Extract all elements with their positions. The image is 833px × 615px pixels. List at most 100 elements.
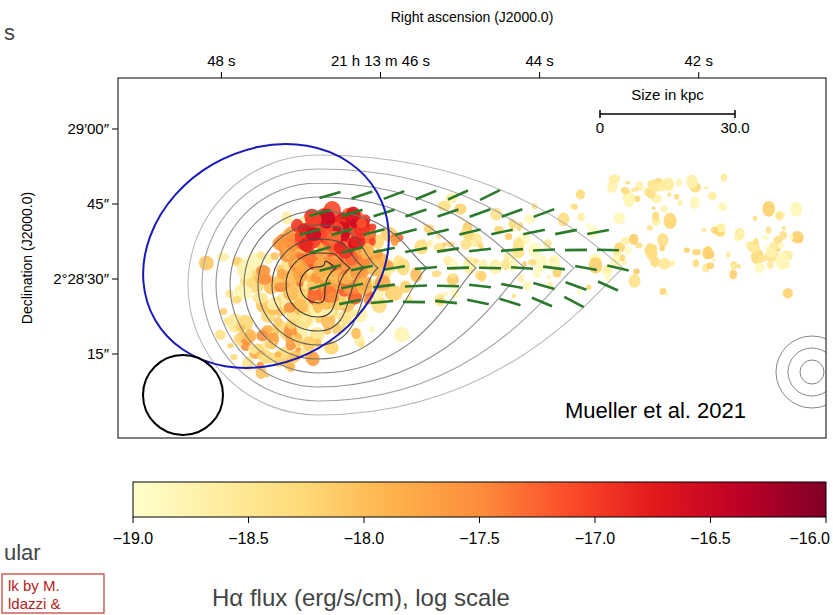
radio-contour <box>230 197 476 373</box>
emission-blob <box>777 243 784 249</box>
emission-blob <box>721 174 728 182</box>
y-tick-label: 45″ <box>87 195 110 212</box>
x-tick <box>221 72 222 78</box>
x-tick <box>539 72 540 78</box>
emission-blob <box>647 225 653 230</box>
emission-blob <box>625 181 630 185</box>
emission-blob <box>775 211 785 220</box>
note-text: lk by M. <box>8 577 60 594</box>
polarisation-vector <box>299 229 320 235</box>
emission-blob <box>634 196 640 202</box>
polarisation-vector <box>438 210 459 217</box>
polarisation-vector <box>467 300 489 304</box>
polarisation-vector <box>437 248 459 251</box>
emission-blob <box>576 290 582 294</box>
colorbar-tick <box>479 517 480 523</box>
emission-blob <box>230 354 237 360</box>
emission-blob <box>652 206 656 209</box>
emission-blob <box>427 240 433 247</box>
polarisation-vector <box>415 267 437 269</box>
emission-blob <box>762 201 775 217</box>
polarisation-vector <box>502 209 523 217</box>
emission-blob <box>547 275 551 279</box>
polarisation-vector <box>480 190 500 200</box>
emission-blob <box>501 260 510 271</box>
emission-blob <box>702 247 712 260</box>
colorbar-tick-label: −17.5 <box>459 530 500 547</box>
polarisation-vector <box>511 267 533 269</box>
emission-blob <box>686 175 698 189</box>
note-text: ldazzi & <box>8 595 61 612</box>
polarisation-vector <box>342 210 363 216</box>
colorbar-tick <box>133 517 134 523</box>
emission-blob <box>432 271 442 278</box>
emission-blob <box>460 239 471 250</box>
emission-blob <box>664 213 677 229</box>
polarisation-vector <box>403 301 425 304</box>
emission-blob <box>782 226 786 230</box>
emission-blob <box>657 233 668 247</box>
polarisation-vector <box>479 266 501 269</box>
emission-blob <box>638 184 644 188</box>
emission-blob <box>753 216 757 221</box>
emission-blob <box>708 192 717 200</box>
emission-blob <box>712 259 716 262</box>
emission-blob <box>232 296 242 304</box>
plot-area <box>118 100 826 435</box>
emission-blob <box>693 259 699 267</box>
polarisation-vector <box>470 209 491 216</box>
y-tick <box>112 279 118 280</box>
emission-blob <box>284 302 296 313</box>
emission-blob <box>589 257 603 273</box>
region-ellipse <box>118 100 430 412</box>
emission-blob <box>571 204 578 210</box>
emission-blob <box>609 174 621 183</box>
emission-blob <box>729 270 737 280</box>
emission-blob <box>717 224 724 230</box>
beam <box>776 336 826 408</box>
emission-blob <box>789 234 794 240</box>
emission-blob <box>674 194 679 200</box>
x-tick-label: 48 s <box>207 52 235 69</box>
emission-blob <box>661 181 668 188</box>
emission-blob <box>358 342 364 348</box>
emission-blob <box>626 190 630 193</box>
emission-blob <box>791 202 803 217</box>
emission-blob <box>646 247 657 260</box>
emission-blob <box>690 196 700 209</box>
colorbar-tick-label: −19.0 <box>113 530 154 547</box>
emission-blob <box>524 214 535 224</box>
emission-blob <box>576 189 585 199</box>
colorbar-tick-label: −16.0 <box>790 530 831 547</box>
emission-blob <box>692 249 701 255</box>
polarisation-vector <box>384 191 405 199</box>
emission-blob <box>369 238 375 246</box>
emission-blob <box>450 287 460 299</box>
x-tick-label: 44 s <box>525 52 553 69</box>
emission-blob <box>631 188 636 193</box>
emission-blob <box>661 205 668 212</box>
polarisation-vector <box>501 284 523 288</box>
emission-blob <box>737 264 741 269</box>
emission-blob <box>300 315 307 322</box>
emission-blob <box>256 265 270 277</box>
colorbar <box>133 482 826 517</box>
scale-bar-title: Size in kpc <box>631 86 704 103</box>
colorbar-tick <box>595 517 596 523</box>
emission-blob <box>650 185 655 191</box>
halpha-emission <box>199 174 804 379</box>
emission-blob <box>701 228 706 232</box>
emission-blob <box>357 230 363 238</box>
emission-blob <box>678 200 683 205</box>
polarisation-vector <box>351 266 373 271</box>
emission-blob <box>676 179 682 187</box>
polarisation-vector <box>532 298 552 306</box>
emission-blob <box>369 327 375 333</box>
radio-contour <box>188 155 623 415</box>
colorbar-tick <box>364 517 365 523</box>
polarisation-vector <box>309 210 330 216</box>
polarisation-vector <box>319 265 340 271</box>
polarisation-vector <box>309 283 330 289</box>
emission-blob <box>199 256 214 271</box>
colorbar-title: Hα flux (erg/s/cm), log scale <box>212 584 510 611</box>
